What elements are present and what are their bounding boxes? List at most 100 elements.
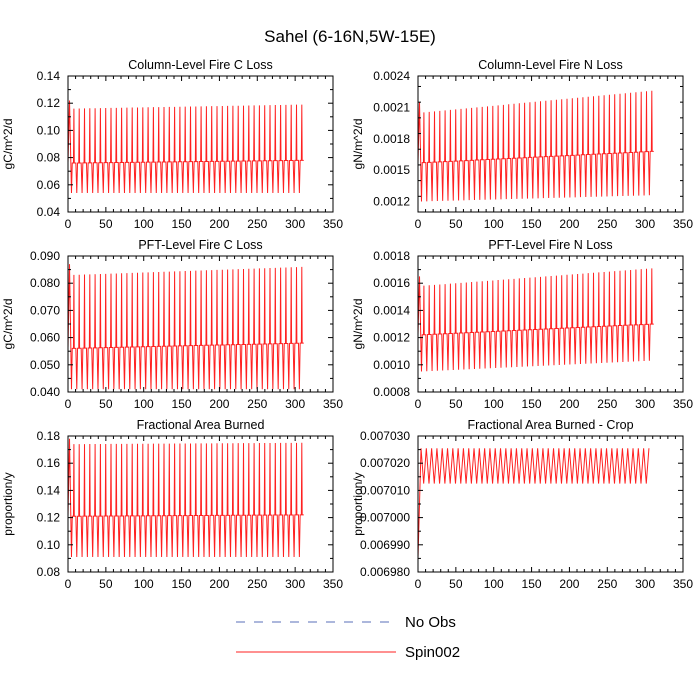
y-axis-label: proportion/y: [1, 472, 15, 535]
y-tick-label: 0.007020: [360, 456, 410, 470]
x-tick-label: 200: [559, 397, 579, 411]
x-tick-label: 100: [134, 577, 154, 591]
y-tick-label: 0.08: [37, 151, 61, 165]
x-tick-label: 200: [209, 577, 229, 591]
y-tick-label: 0.06: [37, 178, 61, 192]
y-tick-label: 0.0024: [373, 69, 410, 83]
series-line-spin002: [418, 90, 654, 202]
x-tick-label: 200: [559, 577, 579, 591]
plot-frame: [417, 75, 684, 213]
x-tick-label: 0: [65, 397, 72, 411]
y-tick-label: 0.060: [30, 331, 60, 345]
x-tick-label: 0: [415, 397, 422, 411]
y-axis-label: proportion/y: [351, 472, 365, 535]
x-tick-label: 300: [635, 217, 655, 231]
y-tick-label: 0.04: [37, 205, 61, 219]
panel-4: PFT-Level Fire N Loss gN/m^2/d 0 50 100 150 20…: [351, 238, 693, 411]
x-tick-label: 100: [134, 397, 154, 411]
x-tick-label: 250: [597, 217, 617, 231]
panel-title: Fractional Area Burned - Crop: [467, 418, 633, 432]
y-tick-label: 0.12: [37, 511, 61, 525]
x-tick-label: 100: [484, 217, 504, 231]
x-tick-label: 350: [323, 397, 343, 411]
y-tick-label: 0.0021: [373, 100, 410, 114]
y-tick-label: 0.16: [37, 456, 61, 470]
x-tick-label: 100: [484, 397, 504, 411]
y-tick-label: 0.12: [37, 96, 61, 110]
x-tick-label: 300: [285, 577, 305, 591]
y-tick-label: 0.007030: [360, 429, 410, 443]
x-tick-label: 150: [522, 397, 542, 411]
x-tick-label: 150: [172, 397, 192, 411]
x-tick-label: 350: [673, 217, 693, 231]
legend-label: No Obs: [405, 614, 456, 631]
y-tick-label: 0.0018: [373, 132, 410, 146]
legend: No Obs Spin002: [236, 614, 460, 661]
x-tick-label: 300: [285, 397, 305, 411]
x-tick-label: 250: [247, 577, 267, 591]
x-tick-label: 50: [99, 217, 113, 231]
y-tick-label: 0.0012: [373, 195, 410, 209]
x-tick-label: 200: [559, 217, 579, 231]
y-tick-label: 0.14: [37, 69, 61, 83]
figure-title: Sahel (6-16N,5W-15E): [264, 27, 436, 46]
x-tick-label: 250: [597, 577, 617, 591]
x-tick-label: 50: [449, 217, 463, 231]
y-tick-label: 0.0014: [373, 303, 410, 317]
y-tick-label: 0.070: [30, 303, 60, 317]
y-tick-label: 0.08: [37, 565, 61, 579]
y-tick-label: 0.14: [37, 483, 61, 497]
x-tick-label: 100: [134, 217, 154, 231]
x-tick-label: 300: [635, 577, 655, 591]
legend-label: Spin002: [405, 644, 460, 661]
x-tick-label: 50: [99, 577, 113, 591]
x-tick-label: 0: [65, 217, 72, 231]
x-tick-label: 350: [673, 577, 693, 591]
x-tick-label: 200: [209, 397, 229, 411]
panel-title: PFT-Level Fire N Loss: [488, 238, 612, 252]
x-tick-label: 150: [522, 577, 542, 591]
y-tick-label: 0.10: [37, 123, 61, 137]
x-tick-label: 250: [597, 397, 617, 411]
y-axis-label: gN/m^2/d: [351, 119, 365, 170]
y-tick-label: 0.0010: [373, 358, 410, 372]
y-tick-label: 0.0016: [373, 276, 410, 290]
panel-title: PFT-Level Fire C Loss: [138, 238, 262, 252]
panel-1: Column-Level Fire C Loss gC/m^2/d 0 50 100 15…: [1, 58, 343, 231]
y-tick-label: 0.007000: [360, 511, 410, 525]
x-tick-label: 0: [415, 577, 422, 591]
y-tick-label: 0.10: [37, 538, 61, 552]
x-tick-label: 300: [635, 397, 655, 411]
x-tick-label: 50: [99, 397, 113, 411]
y-tick-label: 0.006990: [360, 538, 410, 552]
panel-2: Column-Level Fire N Loss gN/m^2/d 0 50 100 15…: [351, 58, 693, 231]
x-tick-label: 350: [323, 217, 343, 231]
x-tick-label: 150: [172, 217, 192, 231]
x-tick-label: 150: [522, 217, 542, 231]
x-tick-label: 350: [673, 397, 693, 411]
x-tick-label: 200: [209, 217, 229, 231]
x-tick-label: 150: [172, 577, 192, 591]
x-tick-label: 250: [247, 217, 267, 231]
y-axis-label: gC/m^2/d: [1, 119, 15, 170]
x-tick-label: 350: [323, 577, 343, 591]
y-tick-label: 0.006980: [360, 565, 410, 579]
x-tick-label: 0: [65, 577, 72, 591]
x-tick-label: 50: [449, 577, 463, 591]
series-line-spin002: [418, 448, 650, 559]
series-line-spin002: [418, 268, 654, 372]
y-tick-label: 0.0015: [373, 163, 410, 177]
x-tick-label: 300: [285, 217, 305, 231]
series-line-spin002: [68, 100, 304, 193]
y-axis-label: gN/m^2/d: [351, 299, 365, 350]
y-tick-label: 0.0008: [373, 385, 410, 399]
y-tick-label: 0.040: [30, 385, 60, 399]
y-tick-label: 0.0012: [373, 331, 410, 345]
x-tick-label: 50: [449, 397, 463, 411]
y-tick-label: 0.18: [37, 429, 61, 443]
panels: Column-Level Fire C Loss gC/m^2/d 0 50 100 15…: [1, 58, 693, 591]
y-tick-label: 0.050: [30, 358, 60, 372]
y-tick-label: 0.007010: [360, 483, 410, 497]
panel-title: Fractional Area Burned: [137, 418, 265, 432]
